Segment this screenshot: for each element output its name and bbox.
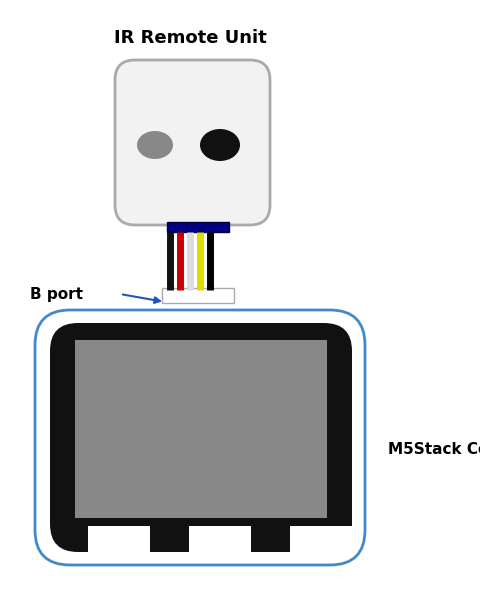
- Bar: [189, 526, 251, 554]
- Ellipse shape: [200, 129, 240, 161]
- FancyBboxPatch shape: [35, 310, 365, 565]
- Ellipse shape: [137, 131, 173, 159]
- Text: M5Stack Core: M5Stack Core: [388, 443, 480, 457]
- FancyBboxPatch shape: [50, 323, 352, 552]
- Bar: [290, 526, 352, 554]
- Bar: [88, 526, 150, 554]
- Text: IR Remote Unit: IR Remote Unit: [114, 29, 266, 47]
- FancyBboxPatch shape: [115, 60, 270, 225]
- Text: B port: B port: [30, 287, 83, 302]
- Bar: [75, 340, 327, 518]
- Bar: [167, 222, 229, 232]
- Bar: [162, 288, 234, 303]
